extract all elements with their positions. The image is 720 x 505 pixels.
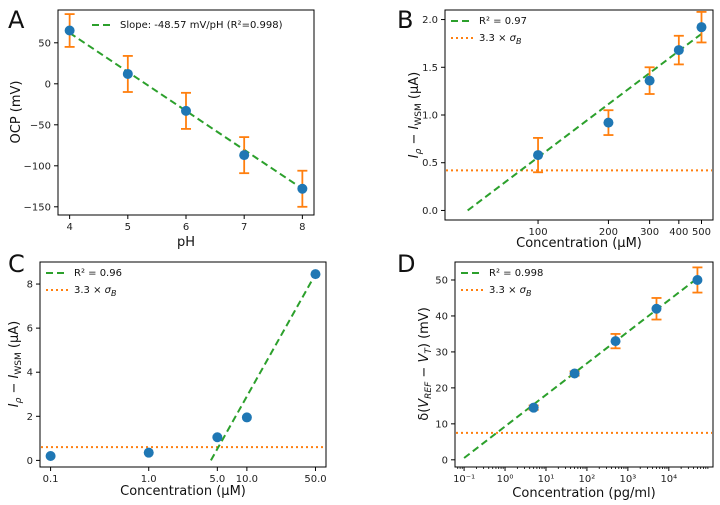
data-point (696, 22, 707, 33)
x-tick-label: 10⁴ (660, 474, 677, 485)
y-tick-label: 2 (27, 412, 33, 423)
x-tick-label: 300 (640, 227, 659, 238)
x-tick-label: 5.0 (209, 474, 225, 485)
x-tick-label: 4 (66, 222, 72, 233)
y-tick-label: 1.5 (422, 63, 438, 74)
panel-b: B 100 200 300 400 500 0.0 0.5 1.0 1.5 2.0 R² = 0.9… (397, 6, 714, 251)
data-point (241, 412, 252, 423)
x-tick-label: 1.0 (141, 474, 157, 485)
y-axis-label: Iρ − IWSM (μA) (7, 321, 24, 407)
y-tick-label: 0 (45, 79, 51, 90)
data-point (533, 150, 544, 161)
legend-label: R² = 0.998 (489, 268, 543, 279)
y-tick-label: 30 (435, 347, 448, 358)
x-tick-label: 5 (125, 222, 131, 233)
x-axis-label: Concentration (μM) (516, 236, 642, 251)
y-tick-label: −100 (24, 161, 51, 172)
fit-line (69, 32, 303, 190)
panel-letter-d: D (397, 250, 415, 278)
x-tick-label: 50.0 (304, 474, 326, 485)
data-point (603, 117, 614, 128)
legend-label: 3.3 × σB (489, 285, 531, 298)
data-point (528, 402, 539, 413)
y-tick-label: 4 (27, 368, 33, 379)
legend-label: R² = 0.97 (479, 16, 527, 27)
legend-label: 3.3 × σB (74, 285, 116, 298)
x-tick-label: 200 (599, 227, 618, 238)
panel-d: D 10⁻¹ 10⁰ 10¹ 10² 10³ 10⁴ 0 10 20 30 40 50 R² = 0.9… (397, 250, 714, 501)
x-tick-label: 10¹ (538, 474, 555, 485)
y-tick-label: 40 (435, 311, 448, 322)
x-tick-label: 10⁻¹ (453, 474, 475, 485)
data-point (692, 274, 703, 285)
data-point (310, 269, 321, 280)
y-axis-label: Iρ − IWSM (μA) (407, 72, 424, 158)
y-tick-label: 50 (38, 38, 51, 49)
fit-line (463, 277, 699, 459)
legend-label: R² = 0.96 (74, 268, 122, 279)
x-tick-label: 10.0 (236, 474, 258, 485)
y-axis-label: OCP (mV) (9, 81, 24, 144)
x-axis-label: Concentration (pg/ml) (512, 486, 655, 501)
legend-label: 3.3 × σB (479, 33, 521, 46)
fit-line (467, 33, 703, 212)
y-tick-label: 0 (27, 456, 33, 467)
data-point (181, 105, 191, 116)
y-tick-label: 2.0 (422, 15, 438, 26)
data-point (122, 68, 133, 79)
x-tick-label: 100 (529, 227, 548, 238)
data-point (297, 183, 308, 194)
panel-c: C 0.1 1.0 5.0 10.0 50.0 0 2 4 6 8 R² = 0.96 3.3 × σ… (7, 250, 327, 499)
x-tick-label: 10³ (619, 474, 636, 485)
data-point (212, 432, 223, 443)
x-tick-label: 0.1 (43, 474, 59, 485)
data-point (673, 45, 684, 56)
x-tick-label: 10⁰ (497, 474, 514, 485)
panel-letter-a: A (8, 6, 25, 34)
panel-a: A 4 5 6 7 8 −150 −100 −50 0 50 Slope: -48.57 mV/pH… (8, 6, 315, 250)
data-point (610, 336, 621, 347)
data-point (651, 303, 662, 314)
x-tick-label: 500 (692, 227, 711, 238)
x-axis-label: Concentration (μM) (120, 484, 246, 499)
y-tick-label: 0.0 (422, 206, 438, 217)
y-tick-label: 0.5 (422, 158, 438, 169)
y-tick-label: −50 (30, 120, 51, 131)
legend-label: Slope: -48.57 mV/pH (R²=0.998) (120, 20, 283, 31)
y-tick-label: 10 (435, 419, 448, 430)
data-point (644, 75, 655, 86)
y-tick-label: 50 (435, 275, 448, 286)
data-point (569, 368, 580, 379)
x-tick-label: 400 (669, 227, 688, 238)
x-axis-label: pH (177, 235, 195, 250)
data-point (45, 450, 56, 461)
data-point (64, 25, 75, 36)
y-tick-label: 0 (442, 455, 448, 466)
y-axis-label: δ(VREF − VT) (mV) (417, 307, 434, 421)
panel-letter-b: B (397, 6, 413, 34)
data-point (143, 447, 154, 458)
y-tick-label: 8 (27, 280, 33, 291)
plot-frame (454, 261, 714, 468)
y-tick-label: 1.0 (422, 111, 438, 122)
plot-frame (39, 261, 327, 468)
panel-letter-c: C (8, 250, 25, 278)
y-tick-label: 6 (27, 324, 33, 335)
fit-line (210, 273, 317, 461)
y-tick-label: −150 (24, 202, 51, 213)
x-tick-label: 7 (241, 222, 247, 233)
x-tick-label: 8 (299, 222, 305, 233)
data-point (239, 150, 250, 161)
y-tick-label: 20 (435, 383, 448, 394)
x-tick-label: 10² (579, 474, 596, 485)
x-tick-label: 6 (183, 222, 189, 233)
